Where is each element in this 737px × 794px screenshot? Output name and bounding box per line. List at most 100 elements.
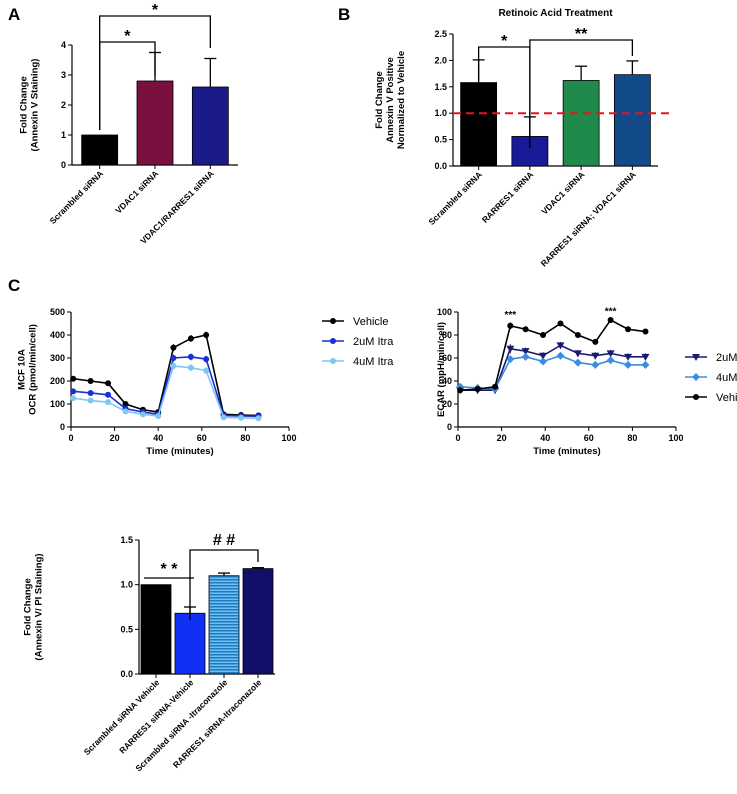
- chart-c-ocr-legend-2um-itra-marker: [330, 338, 336, 344]
- chart-c-ecar-series-vehicle-point: [457, 387, 464, 394]
- chart-c-ecar-ylabel: ECAR (mpH/min/cell): [436, 322, 447, 417]
- chart-c-ecar-series-2um-itra-point: [624, 353, 633, 361]
- chart-c-ocr-series-2um-itra-point: [70, 388, 77, 395]
- chart-b-bar-rarres1-sirna-vdac1-sirna: [613, 74, 651, 167]
- chart-c-ecar-xtick-label: 0: [455, 433, 460, 443]
- chart-c-ecar-series-vehicle-point: [574, 332, 581, 338]
- chart-a-significance-label: *: [152, 2, 159, 19]
- chart-d-significance-label: * *: [161, 561, 179, 578]
- chart-c-ecar-legend-4um-itra-label: 4uM Itra: [716, 372, 737, 384]
- chart-b-category-label: RARRES1 siRNA: [480, 169, 536, 225]
- chart-d-bar-rarres1-sirna-itraconazole: [242, 568, 274, 675]
- chart-c-ocr-xlabel: Time (minutes): [146, 446, 213, 457]
- chart-a-ylabel: Fold Change(Annexin V Staining): [19, 59, 41, 152]
- chart-b-retinoic-acid: 0.0 0.5 1.0 1.5 2.0 2.5 Retinoic Acid Treatmen…: [374, 8, 670, 269]
- chart-c-ecar-series-vehicle-point: [492, 383, 499, 390]
- chart-d-ylabel-line: (Annexin V/ PI Staining): [34, 553, 45, 660]
- chart-b-ylabel-line: Fold Change: [374, 71, 385, 129]
- chart-b-ytick-label: 2.0: [434, 55, 447, 65]
- chart-c-ocr-series-2um-itra-point: [87, 389, 94, 396]
- chart-b-category-label: RARRES1 siRNA; VDAC1 siRNA: [539, 169, 638, 268]
- chart-c-ecar-series-4um-itra-point: [624, 360, 633, 369]
- panel-label-b: B: [338, 5, 350, 24]
- chart-c-ecar-series-2um-itra-point: [506, 345, 515, 353]
- chart-b-significance-label: **: [575, 26, 588, 43]
- chart-a-bar-vdac1-sirna: [136, 80, 174, 166]
- chart-b-ylabel-line: Annexin V Positive: [385, 57, 396, 143]
- chart-c-ecar-legend-vehicle-marker: [693, 394, 699, 400]
- chart-c-ocr-series-4um-itra-point: [105, 399, 112, 406]
- chart-c-ecar-series-vehicle-point: [592, 338, 599, 345]
- chart-c-ecar-series-vehicle-point: [607, 317, 614, 324]
- chart-d-ytick-label: 0.0: [120, 669, 133, 679]
- chart-c-ecar-series-2um-itra-point: [606, 350, 615, 358]
- chart-c-ocr: 0 100 200 300 400 500 0 20 40 60 80 100 Time (minute…: [17, 307, 395, 457]
- chart-b-category-label: VDAC1 siRNA: [539, 169, 586, 216]
- chart-c-ocr-ytick-label: 100: [50, 399, 65, 409]
- chart-c-ecar-series-4um-itra-point: [573, 358, 582, 367]
- chart-c-ecar: 0 20 40 60 80 100 0 20 40 60 80 100 Time (minutes) EC…: [436, 306, 737, 457]
- chart-b-ytick-label: 0.0: [434, 161, 447, 171]
- chart-c-ecar-legend-4um-itra-marker: [692, 373, 700, 381]
- chart-d-bar-scrambled-sirna-itraconazole: [208, 575, 240, 675]
- chart-a-bar-vdac1-rarres1-sirna: [191, 86, 229, 166]
- chart-b-ytick-label: 0.5: [434, 135, 447, 145]
- chart-d-annexin-v-pi: 0.0 0.5 1.0 1.5 Fold Change(Annexin V/ PI St…: [23, 532, 275, 773]
- chart-c-ecar-series-vehicle-point: [540, 332, 547, 338]
- chart-d-ylabel-line: Fold Change: [23, 578, 34, 636]
- chart-c-ocr-xtick-label: 40: [153, 433, 163, 443]
- chart-b-significance-label: *: [501, 33, 508, 50]
- chart-a-ylabel-line: Fold Change: [19, 76, 30, 134]
- chart-c-ecar-ytick-label: 100: [437, 307, 452, 317]
- chart-c-ecar-annotation: ***: [605, 306, 617, 317]
- chart-b-ytick-label: 1.0: [434, 108, 447, 118]
- chart-c-ecar-series-vehicle-point: [557, 320, 564, 327]
- chart-b-title: Retinoic Acid Treatment: [498, 8, 613, 19]
- chart-d-significance-label: # #: [213, 532, 235, 549]
- chart-c-ecar-legend-2um-itra-marker: [692, 354, 700, 361]
- chart-c-ocr-legend-vehicle-marker: [330, 318, 336, 324]
- chart-c-ocr-xtick-label: 80: [240, 433, 250, 443]
- chart-b-ytick-label: 2.5: [434, 29, 447, 39]
- chart-d-ylabel: Fold Change(Annexin V/ PI Staining): [23, 553, 45, 660]
- chart-c-ecar-series-2um-itra-point: [641, 353, 650, 361]
- chart-b-ylabel: Fold ChangeAnnexin V PositiveNormalized …: [374, 51, 407, 149]
- chart-a-significance-label: *: [124, 28, 131, 45]
- chart-a-annexin-v: 0 1 2 3 4 Fold Change(Annexin V Staining) Scra…: [19, 2, 238, 246]
- chart-c-ecar-series-2um-itra-point: [556, 342, 565, 350]
- chart-c-ecar-series-4um-itra-point: [556, 351, 565, 360]
- chart-c-ocr-series-4um-itra-point: [87, 397, 94, 404]
- chart-c-ocr-series-4um-itra-point: [238, 414, 245, 421]
- chart-c-ecar-series-vehicle-point: [507, 322, 514, 329]
- chart-b-ylabel-line: Normalized to Vehicle: [396, 51, 407, 149]
- chart-c-ecar-series-vehicle-point: [642, 328, 649, 335]
- chart-c-ocr-ylabel: MCF 10AOCR (pmol/min/cell): [17, 324, 39, 415]
- chart-c-ocr-xtick-label: 100: [281, 433, 296, 443]
- chart-c-ocr-series-4um-itra-line: [73, 365, 259, 420]
- chart-a-ytick-label: 2: [61, 100, 66, 110]
- chart-a-significance-bracket: [99, 41, 156, 130]
- chart-c-ecar-xtick-label: 80: [627, 433, 637, 443]
- chart-a-ytick-label: 3: [61, 70, 66, 80]
- chart-c-ocr-ylabel-line: MCF 10A: [17, 349, 28, 390]
- chart-c-ocr-series-4um-itra-point: [70, 395, 77, 402]
- chart-c-ecar-series-2um-itra-point: [539, 352, 548, 360]
- chart-d-significance-bracket: [189, 549, 259, 620]
- chart-c-ecar-annotation: ***: [504, 310, 516, 321]
- chart-c-ecar-series-4um-itra-point: [521, 352, 530, 361]
- chart-b-significance-bracket: [529, 39, 634, 148]
- chart-b-ytick-label: 1.5: [434, 82, 447, 92]
- chart-c-ecar-series-2um-itra-point: [521, 348, 530, 356]
- chart-c-ecar-series-vehicle-point: [522, 326, 529, 333]
- chart-c-ocr-series-4um-itra-point: [122, 408, 129, 415]
- chart-a-ytick-label: 4: [61, 40, 66, 50]
- chart-b-bar-vdac1-sirna: [562, 80, 600, 167]
- chart-c-ecar-series-4um-itra-point: [539, 357, 548, 366]
- chart-c-ecar-ytick-label: 80: [442, 330, 452, 340]
- chart-d-bar-scrambled-sirna-vehicle: [140, 584, 172, 675]
- chart-b-bar-scrambled-sirna: [460, 82, 498, 167]
- chart-c-ocr-series-vehicle-point: [87, 378, 94, 384]
- chart-c-ocr-series-vehicle-point: [70, 375, 77, 382]
- chart-c-ecar-series-4um-itra-point: [606, 356, 615, 365]
